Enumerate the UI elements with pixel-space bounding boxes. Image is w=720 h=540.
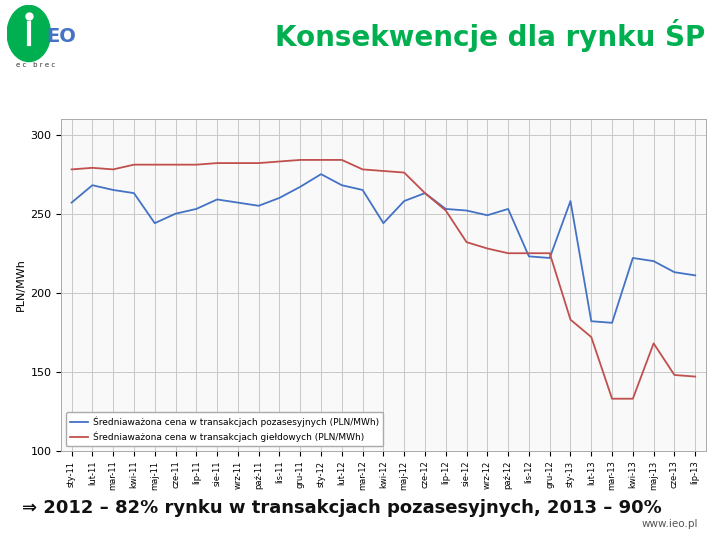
Text: www.ieo.pl: www.ieo.pl xyxy=(642,519,698,529)
Text: Konsekwencje dla rynku ŚP: Konsekwencje dla rynku ŚP xyxy=(275,19,706,52)
Y-axis label: PLN/MWh: PLN/MWh xyxy=(16,259,26,311)
Legend: Średniaważona cena w transakcjach pozasesyjnych (PLN/MWh), Średniaważona cena w : Średniaważona cena w transakcjach pozase… xyxy=(66,412,384,447)
Ellipse shape xyxy=(7,5,50,62)
Text: e c   b r e c: e c b r e c xyxy=(16,62,55,68)
Text: EO: EO xyxy=(46,28,76,46)
Text: ⇒ 2012 – 82% rynku w transakcjach pozasesyjnych, 2013 – 90%: ⇒ 2012 – 82% rynku w transakcjach pozase… xyxy=(22,498,662,517)
